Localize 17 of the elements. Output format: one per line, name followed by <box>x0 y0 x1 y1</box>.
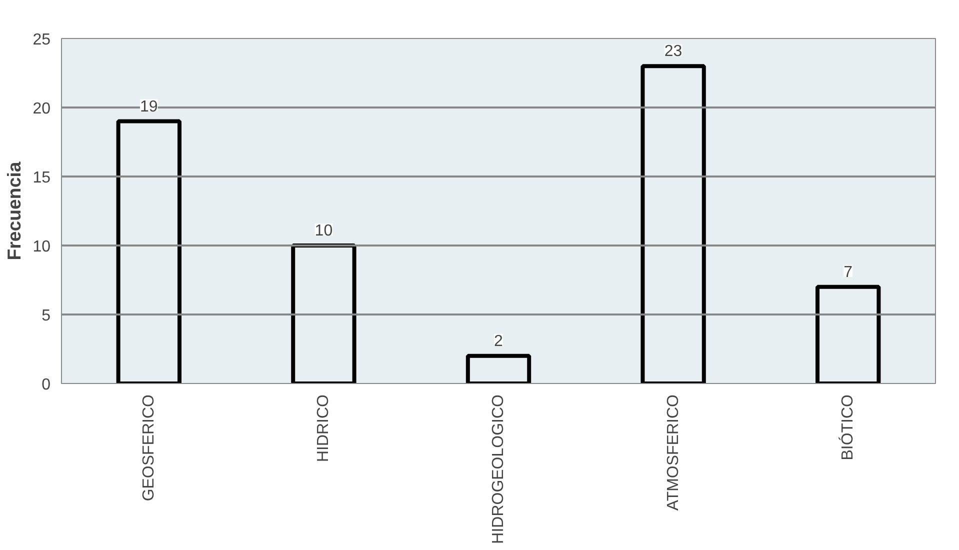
x-tick-label: HIDROGEOLOGICO <box>490 394 507 544</box>
data-label: 23 <box>664 43 682 60</box>
y-tick-label: 20 <box>32 100 51 118</box>
data-label: 10 <box>314 222 333 240</box>
x-tick-label: BIÓTICO <box>838 394 857 460</box>
data-label: 19 <box>140 98 158 116</box>
x-tick-label: GEOSFERICO <box>140 394 158 502</box>
x-tick-label: HIDRICO <box>315 394 332 462</box>
y-axis-title: Frecuencia <box>4 161 25 260</box>
y-tick-label: 0 <box>42 376 51 394</box>
x-tick-label: ATMOSFERICO <box>664 394 682 511</box>
y-tick-label: 10 <box>32 238 51 256</box>
data-label: 2 <box>494 332 504 350</box>
y-tick-label: 25 <box>32 32 51 48</box>
data-label: 7 <box>844 264 853 281</box>
y-tick-label: 15 <box>32 170 51 186</box>
y-tick-label: 5 <box>42 308 51 324</box>
